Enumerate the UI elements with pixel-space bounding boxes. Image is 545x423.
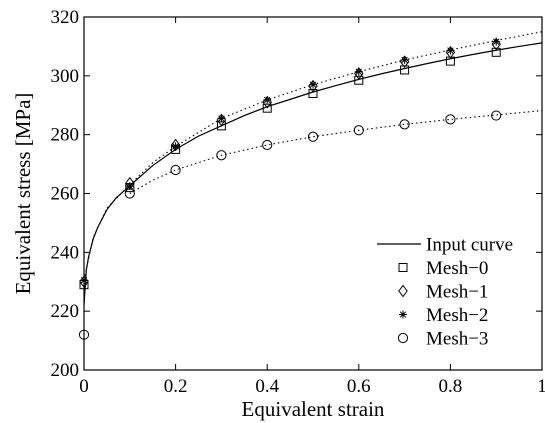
legend-label: Input curve xyxy=(426,235,513,256)
marker-square-point xyxy=(308,88,318,98)
series-markers xyxy=(78,37,502,340)
y-tick-label: 300 xyxy=(51,66,80,87)
x-tick-label: 0.4 xyxy=(255,376,279,397)
marker-circle-point xyxy=(445,114,456,125)
marker-diamond-point xyxy=(491,37,501,51)
x-tick-label: 0.8 xyxy=(439,376,463,397)
y-tick-label: 220 xyxy=(51,301,80,322)
legend-label: Mesh−1 xyxy=(426,282,488,303)
marker-square-point xyxy=(354,75,364,85)
marker-square-point xyxy=(491,47,501,57)
marker-circle-point xyxy=(262,139,273,151)
marker-star-point xyxy=(217,114,226,123)
marker-diamond-point xyxy=(262,95,272,109)
marker-circle-point xyxy=(353,125,364,136)
marker-circle-point xyxy=(124,188,135,199)
marker-star-point xyxy=(309,80,317,89)
y-tick-label: 240 xyxy=(51,242,80,263)
marker-star-point xyxy=(446,46,455,55)
marker-diamond-point xyxy=(170,138,181,152)
x-axis-label: Equivalent strain xyxy=(242,397,385,421)
marker-circle-point xyxy=(307,131,319,142)
marker-star-point xyxy=(171,142,180,151)
legend-marker-circle xyxy=(397,332,409,344)
marker-circle-point xyxy=(170,164,181,176)
x-tick-label: 1 xyxy=(537,376,545,397)
marker-star-point xyxy=(400,55,409,64)
y-axis-label: Equivalent stress [MPa] xyxy=(11,93,35,295)
x-tick-label: 0.6 xyxy=(347,376,371,397)
marker-square-point xyxy=(400,65,410,75)
marker-circle-point xyxy=(78,329,90,340)
marker-star-point xyxy=(354,67,363,76)
y-tick-label: 320 xyxy=(51,7,80,28)
plot-area xyxy=(78,16,543,371)
legend-label: Mesh−3 xyxy=(426,329,488,350)
legend-marker-diamond xyxy=(398,284,408,298)
legend-marker-star xyxy=(399,310,407,319)
legend-label: Mesh−2 xyxy=(426,305,488,326)
marker-star-point xyxy=(263,95,272,104)
tick-labels: 0 0.2 0.4 0.6 0.8 1 200 220 240 260 280 300 320 xyxy=(51,7,545,397)
x-tick-label: 0 xyxy=(79,376,89,397)
y-tick-label: 260 xyxy=(51,184,80,205)
legend-label: Mesh−0 xyxy=(426,258,488,279)
marker-star-point xyxy=(492,37,501,46)
marker-square-point xyxy=(262,103,272,113)
marker-star-point xyxy=(80,276,88,285)
legend-marker-square xyxy=(398,263,408,272)
y-tick-label: 200 xyxy=(51,360,80,381)
marker-circle-point xyxy=(399,119,410,130)
x-tick-label: 0.2 xyxy=(164,376,188,397)
marker-circle-point xyxy=(491,110,502,121)
dotted-fit-line xyxy=(129,110,542,194)
marker-circle-point xyxy=(216,150,227,161)
axis-ticks xyxy=(83,16,543,371)
y-tick-label: 280 xyxy=(51,125,80,146)
